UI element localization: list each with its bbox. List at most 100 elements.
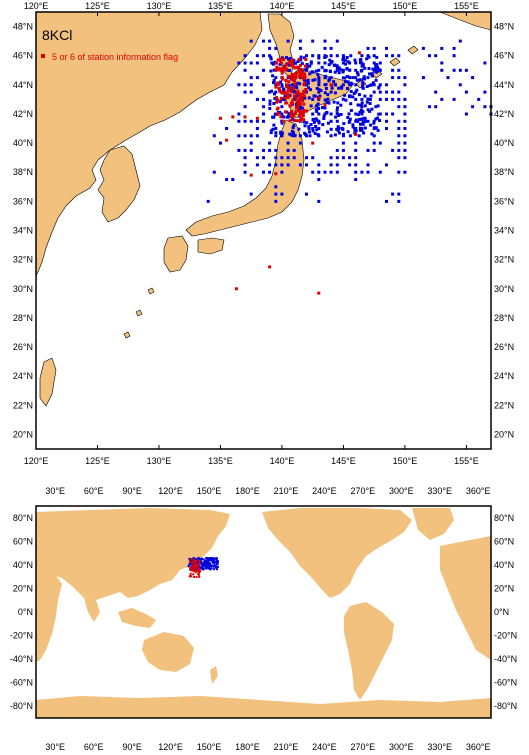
station-point bbox=[348, 156, 352, 160]
station-point bbox=[204, 563, 206, 566]
station-point bbox=[187, 565, 190, 568]
station-point bbox=[342, 132, 345, 136]
station-point bbox=[213, 565, 215, 568]
lon-tick-label: 120°E bbox=[24, 1, 49, 11]
station-point bbox=[279, 130, 283, 134]
station-point bbox=[284, 110, 287, 114]
world-lat-tick-label: -20°N bbox=[494, 631, 517, 641]
station-point bbox=[297, 92, 301, 96]
station-point bbox=[293, 112, 297, 116]
station-point bbox=[321, 123, 325, 127]
station-point bbox=[324, 87, 328, 90]
station-point bbox=[374, 105, 378, 109]
world-lon-tick-label: 270°E bbox=[351, 742, 376, 752]
station-point bbox=[211, 558, 214, 561]
station-point bbox=[298, 134, 302, 138]
station-point bbox=[440, 61, 444, 65]
station-point bbox=[373, 126, 377, 130]
southeast-asia-islands bbox=[118, 608, 156, 628]
station-point bbox=[214, 566, 217, 569]
station-point bbox=[300, 75, 304, 79]
station-point bbox=[371, 81, 375, 85]
station-point bbox=[354, 97, 358, 101]
world-lon-tick-label: 30°E bbox=[45, 742, 65, 752]
station-point bbox=[303, 124, 307, 128]
station-point bbox=[249, 76, 253, 80]
station-point bbox=[323, 112, 327, 116]
station-point bbox=[315, 118, 319, 122]
station-point bbox=[297, 127, 301, 131]
station-point bbox=[421, 46, 425, 50]
station-point bbox=[342, 122, 346, 126]
station-point bbox=[193, 575, 195, 578]
station-point bbox=[421, 76, 425, 80]
station-point bbox=[296, 89, 300, 93]
station-point bbox=[343, 76, 347, 80]
station-point bbox=[301, 68, 305, 72]
station-point bbox=[341, 97, 345, 101]
station-point bbox=[291, 83, 295, 87]
station-point bbox=[255, 127, 259, 130]
station-point bbox=[337, 71, 341, 75]
station-point bbox=[341, 58, 345, 62]
station-point bbox=[215, 560, 218, 563]
station-point bbox=[294, 61, 297, 65]
station-point bbox=[351, 125, 355, 129]
lat-tick-label: 20°N bbox=[494, 429, 514, 439]
station-point bbox=[287, 63, 291, 67]
station-point bbox=[189, 572, 192, 575]
station-point bbox=[197, 559, 200, 561]
station-point bbox=[303, 81, 307, 85]
world-lon-tick-label: 30°E bbox=[45, 486, 65, 496]
station-point bbox=[397, 68, 401, 72]
station-point bbox=[287, 57, 291, 61]
station-point bbox=[385, 97, 388, 101]
station-point bbox=[284, 101, 288, 105]
station-point bbox=[311, 156, 315, 160]
world-lat-tick-label: -40°N bbox=[494, 654, 517, 664]
station-point bbox=[216, 563, 219, 566]
station-point bbox=[237, 148, 241, 152]
lon-tick-labels-bottom: 120°E 125°E 130°E 135°E 140°E 145°E 150°E 155°E bbox=[24, 445, 479, 466]
station-point bbox=[208, 564, 211, 567]
station-point bbox=[192, 569, 195, 572]
station-point bbox=[397, 90, 401, 94]
station-point bbox=[195, 559, 198, 562]
world-frame bbox=[35, 505, 492, 719]
station-point bbox=[299, 95, 303, 99]
station-point bbox=[293, 82, 297, 86]
station-point bbox=[212, 134, 216, 138]
station-point bbox=[291, 65, 295, 68]
station-point bbox=[270, 89, 273, 93]
world-lat-tick-label: -60°N bbox=[494, 678, 517, 688]
station-point bbox=[397, 141, 401, 145]
station-point bbox=[366, 76, 370, 80]
station-point bbox=[337, 86, 341, 90]
ryukyu-islands bbox=[123, 287, 155, 339]
station-point bbox=[353, 58, 357, 62]
station-point bbox=[311, 129, 315, 133]
station-point bbox=[339, 113, 343, 116]
station-point bbox=[300, 62, 304, 66]
station-point bbox=[249, 119, 253, 123]
station-point bbox=[363, 119, 367, 123]
world-lat-tick-label: -20°N bbox=[10, 631, 33, 641]
station-point bbox=[378, 119, 382, 122]
station-point bbox=[290, 129, 294, 133]
station-point bbox=[279, 61, 283, 65]
station-point bbox=[249, 192, 253, 196]
station-point bbox=[287, 75, 291, 79]
station-point bbox=[255, 54, 259, 58]
station-point bbox=[275, 96, 279, 100]
lon-tick-label: 140°E bbox=[270, 456, 295, 466]
station-point bbox=[274, 46, 278, 50]
station-point bbox=[262, 105, 265, 109]
station-point bbox=[362, 131, 366, 135]
station-point bbox=[281, 77, 285, 81]
station-point bbox=[294, 74, 297, 78]
station-point bbox=[275, 107, 279, 111]
station-point bbox=[452, 97, 456, 101]
station-point bbox=[281, 91, 285, 95]
lat-tick-label: 38°N bbox=[13, 167, 33, 177]
india bbox=[84, 598, 100, 622]
